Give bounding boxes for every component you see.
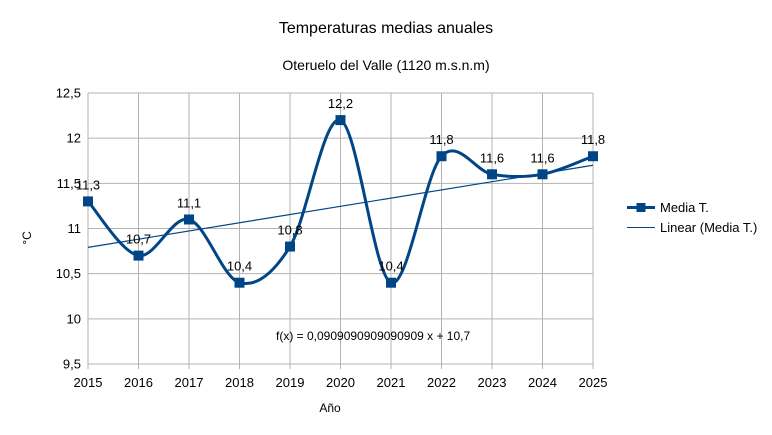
data-label: 11,1	[177, 195, 201, 210]
data-point	[537, 169, 548, 180]
gridlines	[87, 92, 594, 369]
x-tick-label: 2025	[579, 375, 608, 390]
data-label: 10,7	[126, 232, 151, 247]
trendline-path	[87, 164, 594, 248]
chart-subtitle: Oteruelo del Valle (1120 m.s.n.m)	[282, 57, 489, 73]
x-tick-label: 2020	[326, 375, 355, 390]
x-tick-label: 2024	[528, 375, 557, 390]
data-label: 10,8	[277, 223, 302, 238]
data-point	[133, 250, 144, 261]
data-label: 11,3	[76, 177, 100, 192]
chart-title: Temperaturas medias anuales	[279, 20, 493, 37]
y-axis-ticks: 9,5 10 10,5 11 11,5 12 12,5	[56, 86, 81, 372]
x-tick-label: 2016	[124, 375, 153, 390]
data-point	[335, 115, 346, 126]
data-label: 10,4	[378, 259, 403, 274]
x-tick-label: 2023	[478, 375, 507, 390]
data-label: 12,2	[328, 96, 353, 111]
y-tick-label: 9,5	[63, 357, 81, 372]
data-label: 11,8	[581, 132, 605, 147]
y-tick-label: 11	[68, 221, 82, 236]
x-tick-label: 2019	[276, 375, 305, 390]
y-tick-label: 12,5	[56, 86, 81, 101]
y-tick-label: 11,5	[57, 176, 81, 191]
y-tick-label: 10	[67, 311, 81, 326]
y-tick-label: 10,5	[56, 266, 81, 281]
data-point	[386, 277, 396, 288]
y-axis-label: °C	[20, 231, 34, 245]
data-point	[588, 151, 598, 162]
x-tick-label: 2022	[427, 375, 456, 390]
data-label: 10,4	[227, 259, 252, 274]
data-point	[436, 151, 447, 162]
x-tick-label: 2021	[377, 375, 406, 390]
data-point	[285, 241, 295, 252]
series-media-t	[83, 115, 598, 288]
data-point	[184, 214, 194, 225]
legend-trend-label: Linear (Media T.)	[660, 220, 757, 235]
x-tick-label: 2018	[225, 375, 254, 390]
legend-series-label: Media T.	[660, 200, 709, 215]
data-label: 11,8	[429, 132, 453, 147]
trendline-equation: f(x) = 0,0909090909090909 x + 10,7	[276, 329, 470, 343]
x-axis-ticks: 2015 2016 2017 2018 2019 2020 2021 2022 2023 2024…	[74, 375, 608, 390]
trendline	[87, 164, 594, 248]
x-axis-label: Año	[319, 401, 341, 415]
data-point	[83, 196, 93, 207]
x-tick-label: 2017	[175, 375, 204, 390]
y-tick-label: 12	[67, 131, 81, 146]
data-point	[487, 169, 497, 180]
data-point	[234, 277, 245, 288]
legend: Media T. Linear (Media T.)	[627, 200, 757, 235]
x-tick-label: 2015	[74, 375, 103, 390]
data-label: 11,6	[530, 150, 554, 165]
legend-series-marker	[636, 203, 646, 212]
data-labels: 11,3 10,7 11,1 10,4 10,8 12,2 10,4 11,8 11,6 11,6…	[76, 96, 605, 274]
data-label: 11,6	[480, 150, 504, 165]
